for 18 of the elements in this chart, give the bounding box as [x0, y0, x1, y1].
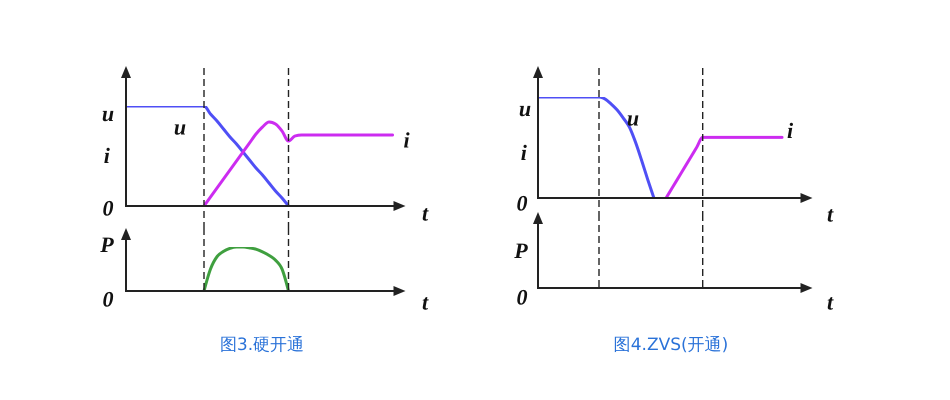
series-label: u [174, 114, 186, 140]
text: 0 [516, 190, 528, 216]
text: t [826, 290, 834, 314]
x-axis-title: t [422, 290, 429, 314]
text: 0 [516, 284, 528, 310]
text: 0 [102, 286, 114, 312]
series-label: i [403, 128, 410, 152]
series-label: u [626, 106, 640, 130]
y-axis-title: P [99, 232, 114, 256]
caption: 图3.硬开通 [220, 335, 304, 355]
y-axis-title: u i [98, 100, 114, 168]
x-axis-title: t [422, 200, 429, 226]
text: P [513, 238, 528, 262]
x-axis-title: t [826, 202, 834, 226]
series-label: i [786, 118, 794, 143]
caption: 图4.ZVS(开通) [614, 335, 728, 355]
y-axis-title: u i [515, 96, 532, 164]
text: 0 [102, 196, 114, 220]
